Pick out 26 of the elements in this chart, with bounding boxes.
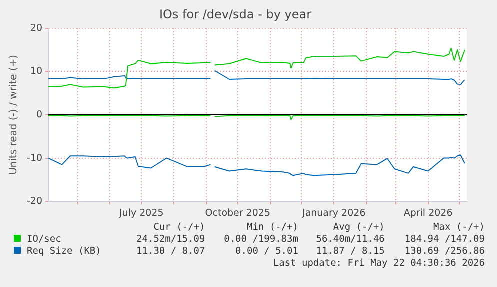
text: Last update: Fri May 22 04:30:36 2026 bbox=[272, 258, 486, 270]
x-tick-label: July 2025 bbox=[118, 208, 164, 219]
text: 24.52m/15.09 bbox=[136, 234, 206, 246]
text: Max (-/+) bbox=[432, 222, 486, 234]
text: 11.87 / 8.15 bbox=[315, 246, 386, 258]
y-tick-label: 10 bbox=[30, 66, 43, 78]
y-tick-label: 0 bbox=[36, 109, 43, 120]
y-tick-label: 20 bbox=[30, 22, 43, 34]
y-axis-title: Units read (-) / write (+) bbox=[8, 54, 20, 176]
x-tick-label: January 2026 bbox=[302, 208, 366, 219]
x-tick-label: October 2025 bbox=[205, 208, 270, 219]
y-tick-label: -20 bbox=[26, 196, 43, 208]
text: Avg (-/+) bbox=[332, 222, 386, 234]
text: 184.94 /147.09 bbox=[404, 234, 486, 246]
text: Cur (-/+) bbox=[152, 222, 206, 234]
text: 0.00 /199.83m bbox=[223, 234, 300, 246]
text: 56.40m/11.46 bbox=[315, 234, 386, 246]
text: 0.00 / 5.01 bbox=[234, 246, 300, 258]
y-tick-label: -10 bbox=[26, 152, 43, 164]
chart-title: IOs for /dev/sda - by year bbox=[159, 7, 312, 22]
text: Min (-/+) bbox=[246, 222, 300, 234]
text: 130.69 /256.86 bbox=[404, 246, 486, 258]
x-tick-label: April 2026 bbox=[404, 208, 453, 219]
legend-label: Req Size (KB) bbox=[26, 246, 102, 258]
text: 11.30 / 8.07 bbox=[136, 246, 206, 258]
legend-label: IO/sec bbox=[26, 234, 62, 246]
